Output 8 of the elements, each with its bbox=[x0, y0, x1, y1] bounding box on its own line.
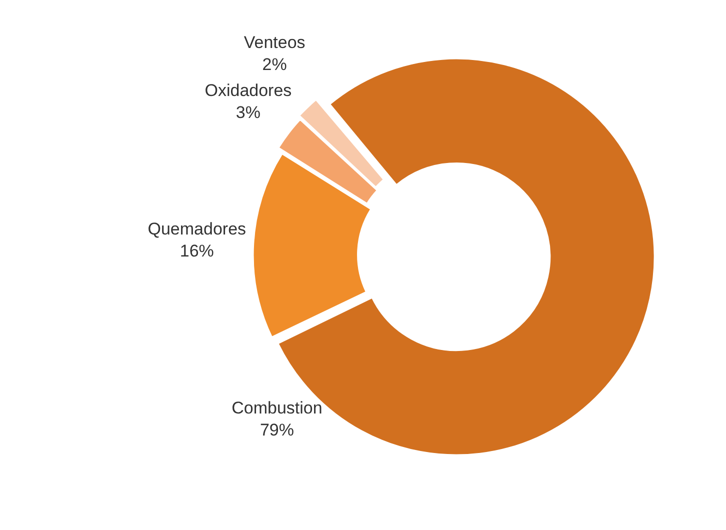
data-label: 2% bbox=[262, 54, 287, 74]
slice-label: Oxidadores bbox=[204, 80, 292, 100]
slice-label: Venteos bbox=[244, 32, 306, 52]
data-label: 79% bbox=[260, 420, 294, 440]
data-label: 3% bbox=[236, 102, 260, 122]
data-label: 16% bbox=[180, 242, 214, 261]
slice-label: Combustion bbox=[232, 398, 322, 418]
slice-label: Quemadores bbox=[148, 220, 246, 239]
